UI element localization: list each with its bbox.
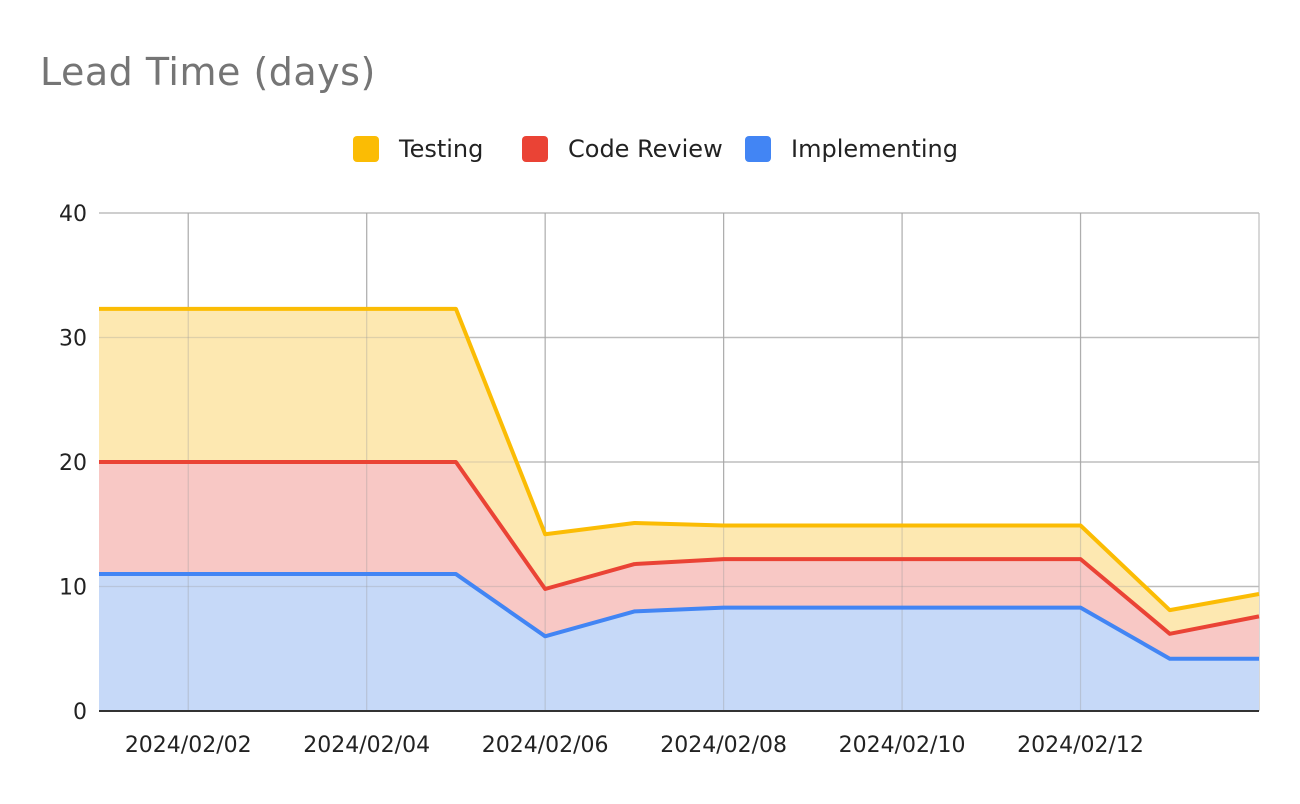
x-tick-label: 2024/02/06 <box>482 733 609 758</box>
area-testing <box>99 308 1259 634</box>
line-testing <box>99 306 1260 613</box>
line-code-review <box>99 460 1260 636</box>
y-axis-tick-labels: 0 10 20 30 40 <box>59 202 87 725</box>
legend: Testing Code Review Implementing <box>0 132 1300 166</box>
x-tick-label: 2024/02/10 <box>839 733 966 758</box>
legend-item-implementing: Implementing <box>745 132 958 166</box>
y-tick-label: 20 <box>59 451 87 476</box>
legend-label-implementing: Implementing <box>791 135 959 163</box>
x-axis-tick-labels: 2024/02/02 2024/02/04 2024/02/06 2024/02/08… <box>125 733 1144 758</box>
y-tick-label: 40 <box>59 202 87 227</box>
y-tick-label: 0 <box>73 700 87 725</box>
legend-label-code-review: Code Review <box>568 135 723 163</box>
legend-swatch-testing <box>353 136 379 162</box>
legend-swatch-code-review <box>522 136 548 162</box>
chart-title: Lead Time (days) <box>40 50 376 94</box>
legend-item-code-review: Code Review <box>522 132 723 166</box>
x-tick-label: 2024/02/02 <box>125 733 252 758</box>
x-tick-label: 2024/02/12 <box>1017 733 1144 758</box>
legend-label-testing: Testing <box>399 135 484 163</box>
series-lines <box>99 306 1260 661</box>
y-tick-label: 10 <box>59 576 87 601</box>
grid-overlay <box>99 212 1259 711</box>
legend-swatch-implementing <box>745 136 771 162</box>
y-tick-label: 30 <box>59 327 87 352</box>
x-tick-label: 2024/02/04 <box>303 733 430 758</box>
x-tick-label: 2024/02/08 <box>660 733 787 758</box>
line-implementing <box>99 572 1259 661</box>
area-code-review <box>99 462 1259 659</box>
legend-item-testing: Testing <box>353 132 483 166</box>
